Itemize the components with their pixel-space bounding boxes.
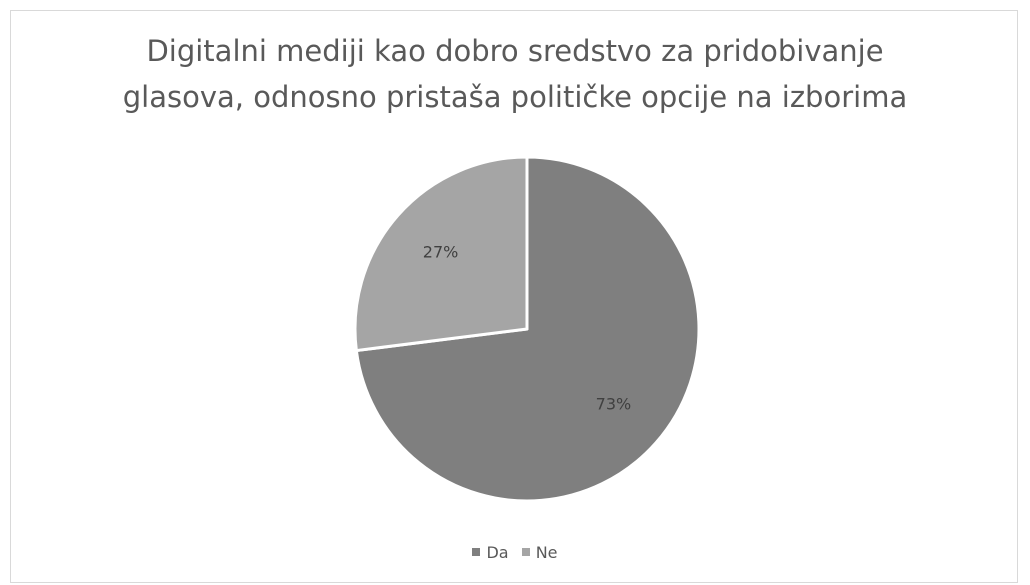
chart-title-line-1: Digitalni mediji kao dobro sredstvo za p… bbox=[146, 34, 884, 68]
legend-label-da: Da bbox=[486, 543, 509, 562]
data-label-da: 73% bbox=[596, 395, 632, 414]
data-label-ne: 27% bbox=[423, 242, 459, 261]
legend-swatch-da bbox=[472, 548, 481, 556]
legend-item-da: Da bbox=[472, 543, 509, 562]
pie-slice-ne bbox=[353, 155, 529, 353]
chart-title: Digitalni mediji kao dobro sredstvo za p… bbox=[0, 28, 1030, 120]
legend-label-ne: Ne bbox=[535, 543, 558, 562]
legend-item-ne: Ne bbox=[521, 543, 558, 562]
legend: Da Ne bbox=[0, 543, 1030, 562]
legend-swatch-ne bbox=[521, 548, 530, 556]
chart-title-line-2: glasova, odnosno pristaša političke opci… bbox=[122, 80, 908, 114]
